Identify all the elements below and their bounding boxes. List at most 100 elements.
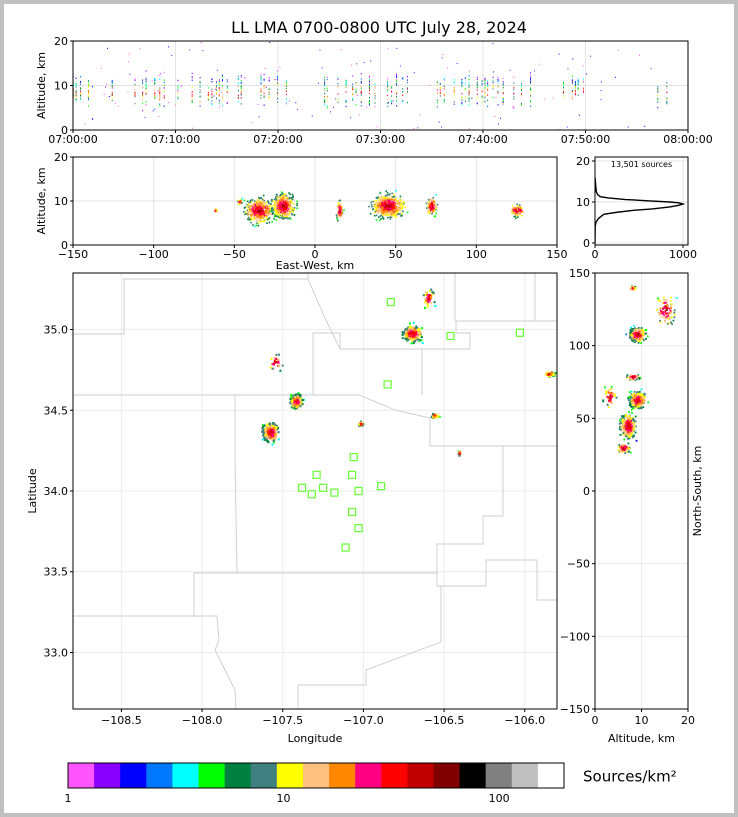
- source-point: [256, 222, 258, 224]
- source-point: [625, 430, 628, 433]
- source-point: [263, 73, 265, 76]
- source-point: [262, 211, 264, 214]
- source-point: [368, 88, 370, 90]
- source-point: [340, 214, 343, 217]
- source-point: [422, 294, 425, 297]
- source-point: [158, 116, 160, 118]
- source-point: [261, 198, 264, 201]
- source-point: [374, 85, 376, 88]
- source-point: [295, 401, 298, 404]
- source-point: [191, 86, 193, 88]
- source-point: [145, 103, 147, 106]
- source-point: [80, 87, 82, 89]
- county-boundary: [312, 332, 341, 395]
- source-point: [429, 199, 432, 202]
- source-point: [255, 205, 258, 208]
- source-point: [513, 98, 515, 100]
- source-point: [373, 214, 376, 217]
- source-point: [285, 101, 287, 104]
- source-point: [270, 430, 273, 433]
- source-point: [226, 85, 228, 88]
- source-point: [633, 394, 635, 396]
- source-point: [399, 201, 402, 203]
- source-point: [250, 208, 253, 211]
- source-point: [636, 394, 639, 397]
- source-point: [345, 81, 347, 83]
- source-point: [396, 80, 398, 82]
- source-point: [438, 121, 440, 123]
- source-point: [436, 413, 439, 416]
- source-point: [255, 224, 258, 227]
- source-point: [266, 436, 269, 439]
- source-point: [271, 207, 274, 209]
- source-point: [468, 127, 470, 129]
- source-point: [276, 70, 278, 72]
- source-point: [420, 336, 423, 339]
- source-point: [283, 195, 285, 197]
- source-point: [410, 342, 413, 345]
- source-point: [502, 92, 504, 95]
- source-point: [566, 126, 568, 128]
- source-point: [404, 328, 407, 331]
- source-point: [177, 97, 179, 100]
- source-point: [276, 197, 278, 199]
- source-point: [276, 91, 278, 94]
- source-point: [272, 432, 275, 435]
- source-point: [381, 211, 384, 214]
- source-point: [630, 393, 633, 396]
- source-point: [154, 96, 156, 98]
- source-point: [439, 87, 441, 89]
- source-point: [385, 190, 387, 192]
- source-point: [159, 91, 161, 93]
- source-point: [253, 210, 255, 212]
- source-point: [387, 214, 390, 216]
- source-point: [221, 74, 223, 77]
- source-point: [631, 429, 634, 432]
- source-point: [360, 87, 362, 90]
- source-point: [630, 405, 633, 408]
- source-point: [435, 208, 437, 211]
- source-point: [631, 331, 634, 334]
- source-point: [274, 357, 277, 360]
- source-point: [134, 85, 136, 87]
- source-point: [426, 296, 429, 299]
- source-point: [387, 102, 389, 104]
- source-point: [638, 390, 641, 393]
- source-point: [163, 90, 165, 92]
- source-point: [426, 305, 429, 308]
- source-point: [640, 395, 643, 397]
- source-point: [387, 89, 389, 91]
- source-point: [277, 204, 279, 207]
- source-point: [351, 64, 353, 66]
- source-point: [461, 96, 463, 99]
- source-point: [263, 430, 266, 433]
- source-point: [436, 102, 438, 104]
- source-point: [406, 92, 408, 95]
- source-point: [291, 193, 294, 196]
- source-point: [281, 200, 283, 202]
- source-point: [381, 203, 383, 206]
- source-point: [111, 99, 113, 102]
- source-point: [571, 79, 573, 81]
- source-point: [260, 208, 263, 211]
- source-point: [268, 430, 271, 433]
- source-point: [428, 203, 430, 205]
- source-point: [75, 86, 77, 88]
- source-point: [290, 197, 293, 199]
- source-point: [368, 100, 370, 102]
- source-point: [128, 61, 130, 63]
- source-point: [484, 79, 486, 81]
- source-point: [105, 86, 107, 88]
- source-point: [345, 105, 347, 108]
- source-point: [253, 208, 255, 211]
- source-point: [245, 212, 247, 214]
- source-point: [395, 197, 398, 200]
- source-point: [276, 79, 278, 81]
- source-point: [240, 94, 242, 96]
- source-point: [341, 213, 343, 216]
- source-point: [492, 96, 494, 99]
- source-point: [630, 396, 632, 399]
- source-point: [273, 432, 276, 435]
- source-point: [640, 394, 643, 396]
